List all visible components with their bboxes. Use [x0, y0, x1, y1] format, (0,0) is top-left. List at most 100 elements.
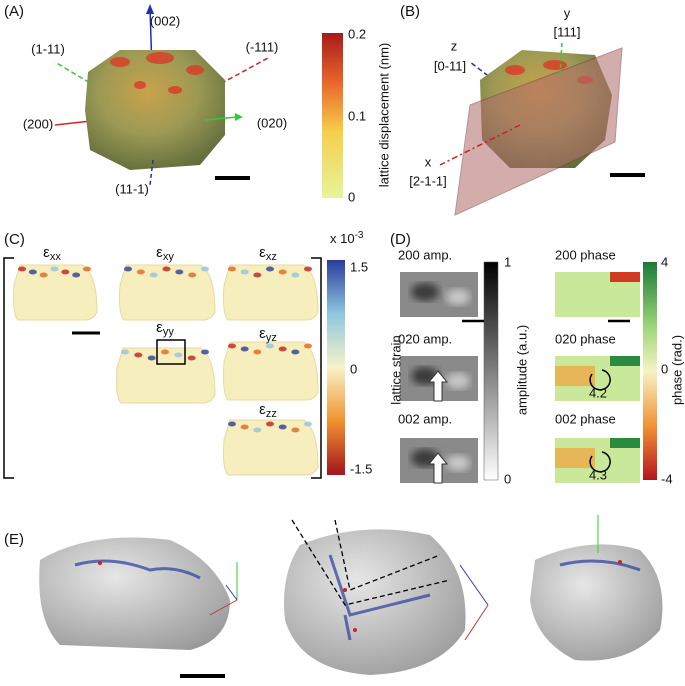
- strain-slice: [119, 264, 216, 321]
- phase-label: 002 phase: [555, 411, 616, 426]
- zoom-box: [156, 339, 186, 365]
- axis-name: x: [425, 154, 432, 169]
- colorbar-tick: 0.1: [348, 108, 366, 123]
- strain-spot: [188, 272, 197, 278]
- colorbar-tick: 0: [348, 189, 355, 204]
- vortex-arrow: [589, 451, 611, 473]
- defect-core: [98, 560, 622, 632]
- panel-e: [39, 515, 663, 678]
- colorbar-title: lattice strain: [388, 335, 403, 404]
- slice-plane: [454, 47, 623, 216]
- vortex-arrow: [589, 369, 611, 391]
- strain-spot: [304, 343, 312, 349]
- axis-label: (11-1): [115, 181, 149, 196]
- subscript: yz: [266, 332, 277, 344]
- amplitude-label: 020 amp.: [398, 331, 452, 346]
- colorbar: [327, 260, 345, 475]
- panel-d: [400, 261, 657, 484]
- strain-spot: [61, 269, 70, 275]
- strain-spot: [174, 352, 183, 358]
- axis-label: (1-11): [31, 41, 65, 56]
- guide-line: [291, 519, 451, 606]
- phase-edge: [555, 448, 595, 468]
- panel-label: (C): [4, 231, 25, 248]
- subscript: zz: [266, 408, 277, 420]
- axis-line: [559, 41, 563, 76]
- particle-gray: [530, 544, 663, 661]
- strain-spot: [134, 352, 143, 358]
- particle-gray: [284, 529, 466, 675]
- strain-spot: [240, 346, 249, 352]
- colorbar-tick: -1.5: [350, 461, 372, 476]
- strain-spot: [187, 355, 196, 361]
- subscript: yy: [163, 326, 175, 338]
- strain-spot: [28, 269, 37, 275]
- phase-edge: [610, 356, 640, 366]
- panel-label: (A): [4, 3, 24, 20]
- amplitude-label: 200 amp.: [398, 247, 452, 262]
- strain-spot: [201, 349, 209, 355]
- strain-spot: [124, 266, 132, 272]
- symbol: ε: [259, 401, 266, 418]
- colorbar-tick: 0: [504, 471, 511, 486]
- panel-b: [439, 41, 645, 216]
- axis-name: y: [564, 5, 571, 20]
- axes-triad: [209, 515, 599, 641]
- strain-spot: [72, 272, 81, 278]
- strain-spot: [50, 266, 59, 272]
- strain-spot: [240, 424, 249, 430]
- colorbar-title: phase (rad.): [669, 335, 684, 405]
- colorbar-scale: x 10-3: [330, 230, 364, 247]
- symbol: ε: [259, 244, 266, 261]
- strain-spot: [304, 421, 312, 427]
- amplitude-label: 002 amp.: [398, 411, 452, 426]
- symbol: ε: [43, 244, 50, 261]
- amplitude-blob: [446, 289, 470, 305]
- phase-value: 4.2: [589, 385, 607, 400]
- bracket: [3, 257, 14, 479]
- subscript: xz: [266, 251, 277, 263]
- colorbar: [322, 33, 343, 198]
- axis-label: (-111): [246, 39, 279, 54]
- phase-label: 200 phase: [555, 247, 616, 262]
- strain-spot: [240, 269, 249, 275]
- subscript: xy: [163, 251, 175, 263]
- strain-spot: [291, 427, 300, 433]
- scale-base: x 10: [330, 231, 355, 246]
- colorbar: [483, 261, 499, 481]
- scale-exp: -3: [355, 230, 364, 241]
- amplitude-blob: [446, 373, 470, 389]
- bracket: [311, 257, 322, 479]
- particle: [85, 50, 225, 170]
- panel-label: (B): [400, 3, 420, 20]
- axis-direction: [0-11]: [434, 58, 466, 73]
- strain-label: εyy: [156, 319, 174, 338]
- arrow: [146, 4, 154, 14]
- strain-spot: [228, 421, 236, 427]
- strain-slice: [223, 341, 319, 401]
- phase-value: 4.3: [589, 467, 607, 482]
- strain-spot: [149, 272, 158, 278]
- strain-spot: [266, 343, 274, 349]
- strain-spot: [278, 346, 287, 352]
- strain-spot: [147, 355, 156, 361]
- axis-name: z: [451, 38, 458, 53]
- panel-label: (D): [390, 231, 411, 248]
- axis-line: [439, 124, 521, 166]
- strain-spot: [253, 272, 262, 278]
- strain-spot: [18, 266, 26, 272]
- colorbar-tick: 0.2: [348, 26, 366, 41]
- symbol: ε: [156, 319, 163, 336]
- strain-spot: [228, 343, 236, 349]
- arrow: [427, 452, 449, 484]
- strain-spot: [253, 349, 262, 355]
- colorbar-tick: 1.5: [350, 259, 368, 274]
- colorbar-tick: 1: [504, 254, 511, 269]
- strain-spot: [291, 272, 300, 278]
- colorbar: [643, 262, 657, 480]
- symbol: ε: [259, 325, 266, 342]
- phase-edge: [610, 438, 640, 448]
- axis-label: (002): [150, 13, 180, 28]
